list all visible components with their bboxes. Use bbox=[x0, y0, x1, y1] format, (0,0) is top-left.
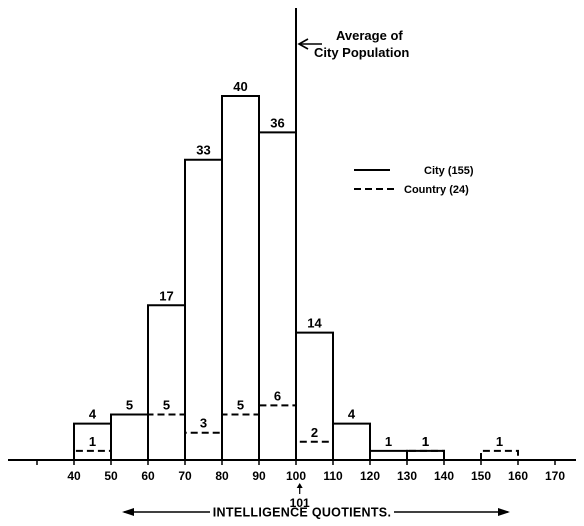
country-bar-150 bbox=[480, 449, 519, 460]
x-tick-label: 50 bbox=[104, 469, 118, 483]
country-value-label: 5 bbox=[163, 398, 170, 413]
x-tick-label: 70 bbox=[178, 469, 192, 483]
city-value-label: 5 bbox=[126, 398, 133, 413]
x-label-left-arrow-head bbox=[122, 508, 134, 516]
x-tick-label: 170 bbox=[545, 469, 565, 483]
x-label-right-arrow-head bbox=[498, 508, 510, 516]
legend: City (155) Country (24) bbox=[354, 165, 474, 196]
x-tick-label: 140 bbox=[434, 469, 454, 483]
country-bar-80 bbox=[221, 413, 260, 460]
city-bar-130 bbox=[406, 449, 445, 460]
legend-city-label: City (155) bbox=[424, 165, 474, 177]
city-value-label: 14 bbox=[307, 316, 322, 331]
city-value-label: 17 bbox=[159, 288, 173, 303]
country-series: 1 5 3 5 6 2 1 1 bbox=[73, 388, 519, 460]
city-value-label: 33 bbox=[196, 143, 210, 158]
average-arrow-head bbox=[297, 38, 309, 50]
country-value-label: 1 bbox=[422, 434, 429, 449]
country-value-label: 1 bbox=[496, 434, 503, 449]
x-tick-label: 100 bbox=[286, 469, 306, 483]
country-value-label: 1 bbox=[89, 434, 96, 449]
city-value-label: 1 bbox=[422, 434, 429, 449]
country-value-label: 2 bbox=[311, 425, 318, 440]
country-bar-70 bbox=[184, 431, 223, 460]
city-bar-100 bbox=[295, 331, 334, 460]
average-annotation-line2: City Population bbox=[314, 45, 409, 60]
country-bar-130 bbox=[406, 449, 445, 460]
city-value-label: 40 bbox=[233, 79, 247, 94]
city-bar-60 bbox=[147, 304, 186, 460]
marker-arrow-head bbox=[296, 483, 303, 488]
country-value-label: 5 bbox=[237, 398, 244, 413]
city-bar-50 bbox=[110, 413, 149, 460]
average-annotation: Average of City Population bbox=[295, 8, 409, 133]
country-bar-40 bbox=[73, 449, 112, 460]
city-bar-120 bbox=[369, 449, 408, 460]
country-bar-100 bbox=[295, 440, 334, 460]
x-axis: 40 50 60 70 80 90 100 110 120 130 140 150 160 170 101 bbox=[8, 459, 576, 510]
city-bar-90 bbox=[258, 131, 297, 460]
marker-label: 101 bbox=[290, 496, 310, 510]
city-bar-110 bbox=[332, 422, 371, 460]
x-tick-label: 120 bbox=[360, 469, 380, 483]
x-axis-label-group: INTELLIGENCE QUOTIENTS. bbox=[122, 506, 510, 520]
average-annotation-line1: Average of bbox=[336, 28, 403, 43]
country-value-label: 6 bbox=[274, 388, 281, 403]
x-tick-label: 90 bbox=[252, 469, 266, 483]
x-tick-label: 130 bbox=[397, 469, 417, 483]
country-bar-90 bbox=[258, 404, 297, 460]
x-tick-label: 110 bbox=[323, 469, 343, 483]
country-value-label: 3 bbox=[200, 416, 207, 431]
x-axis-label: INTELLIGENCE QUOTIENTS. bbox=[213, 506, 391, 520]
city-value-label: 1 bbox=[385, 434, 392, 449]
x-tick-label: 40 bbox=[67, 469, 81, 483]
city-value-label: 4 bbox=[89, 407, 97, 422]
x-tick-label: 160 bbox=[508, 469, 528, 483]
x-tick-label: 80 bbox=[215, 469, 229, 483]
x-tick-label: 150 bbox=[471, 469, 491, 483]
country-bar-60 bbox=[147, 413, 186, 460]
city-value-label: 36 bbox=[270, 115, 284, 130]
city-value-label: 4 bbox=[348, 407, 356, 422]
legend-country-label: Country (24) bbox=[404, 184, 469, 196]
x-tick-label: 60 bbox=[141, 469, 155, 483]
